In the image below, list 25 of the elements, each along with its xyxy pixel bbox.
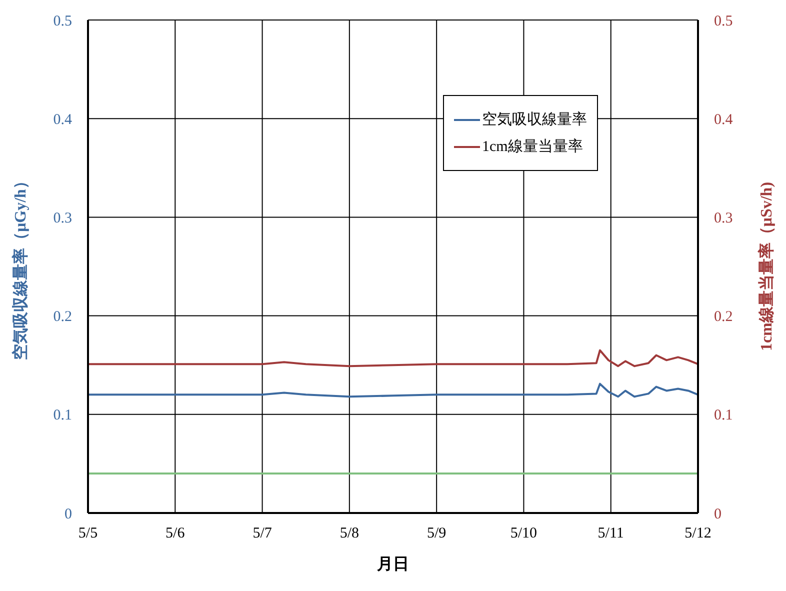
- legend-label: 1cm線量当量率: [482, 137, 583, 156]
- x-tick-label: 5/12: [684, 526, 712, 542]
- y2-tick-label: 0.5: [714, 13, 733, 30]
- y-tick-label: 0.4: [53, 112, 72, 128]
- x-tick-label: 5/11: [598, 526, 624, 542]
- y-tick-label: 0.2: [53, 309, 72, 326]
- x-tick-label: 5/8: [340, 526, 360, 542]
- x-axis-title: 月日: [376, 556, 409, 573]
- x-tick-label: 5/5: [78, 526, 98, 542]
- y2-tick-label: 0.1: [714, 408, 733, 424]
- y2-tick-label: 0.2: [714, 309, 733, 326]
- y2-axis-title: 1cm線量当量率（μSv/h): [756, 182, 776, 352]
- y2-tick-label: 0.4: [714, 112, 734, 128]
- y2-tick-label: 0: [714, 506, 722, 522]
- legend-label: 空気吸収線量率: [482, 110, 587, 129]
- y-tick-label: 0.3: [53, 210, 72, 227]
- x-tick-label: 5/7: [252, 526, 272, 542]
- x-tick-label: 5/6: [166, 526, 186, 542]
- y-axis-title: 空気吸収線量率（μGy/h）: [10, 173, 30, 360]
- y-tick-label: 0: [64, 506, 72, 522]
- x-tick-label: 5/10: [510, 526, 538, 542]
- y-tick-label: 0.1: [53, 408, 72, 424]
- y-tick-label: 0.5: [53, 13, 72, 30]
- x-tick-label: 5/9: [426, 526, 446, 542]
- y2-tick-label: 0.3: [714, 210, 733, 227]
